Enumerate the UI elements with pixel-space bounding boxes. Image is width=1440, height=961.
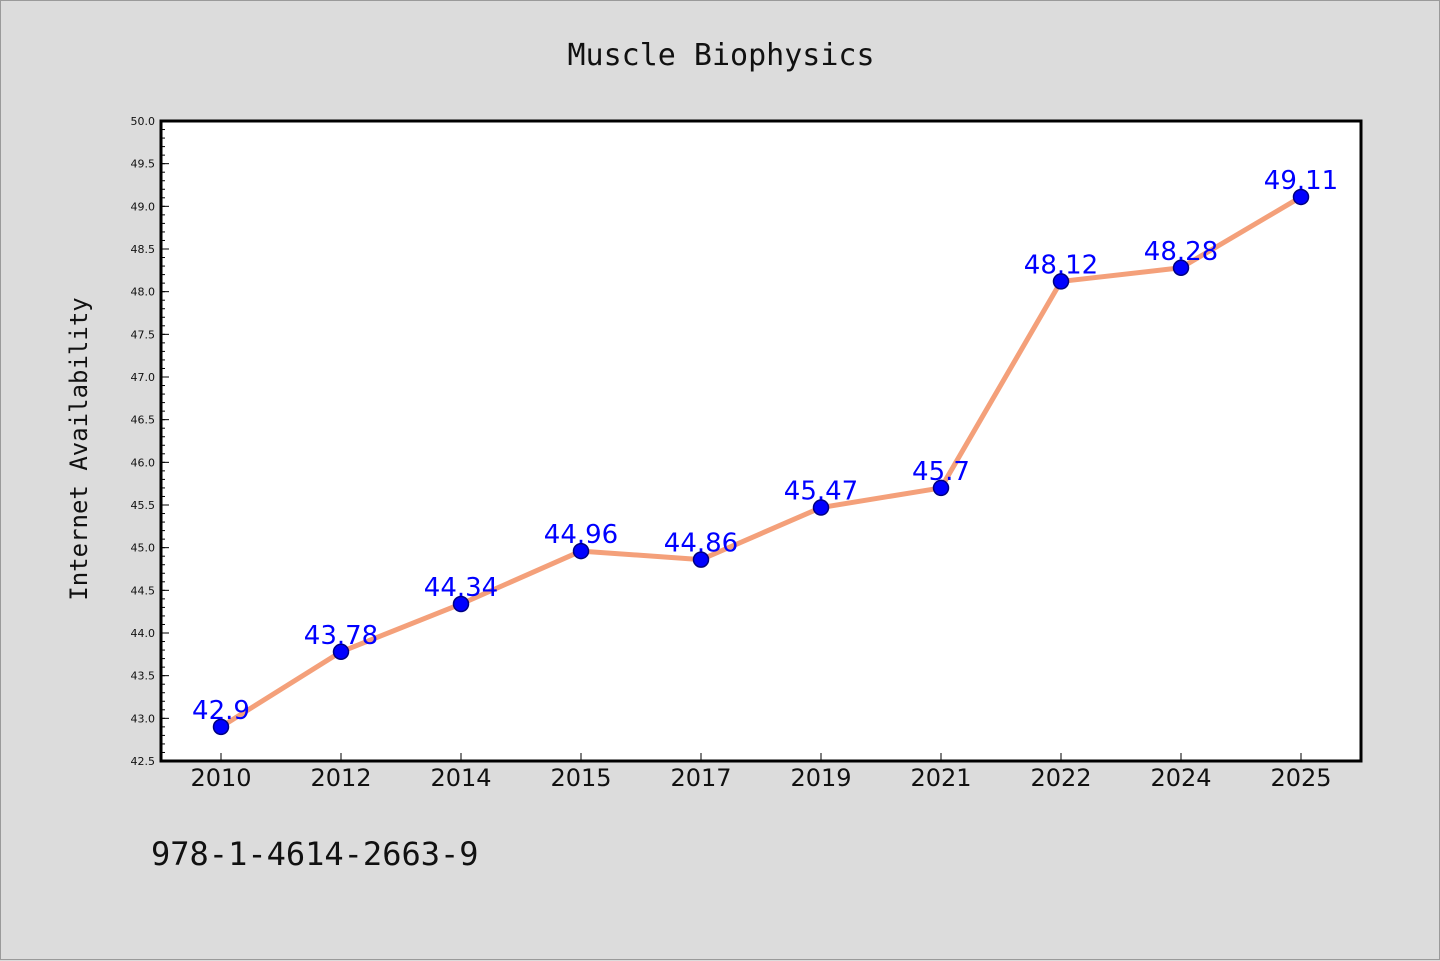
data-label: 44.86 [664,529,738,559]
y-tick-label: 44.0 [131,627,156,640]
data-point-marker [1052,273,1070,290]
x-tick-label: 2022 [1030,764,1091,792]
y-tick-label: 49.0 [131,200,156,213]
y-tick-label: 43.5 [131,670,156,683]
data-point-marker [1172,259,1190,277]
data-labels-layer: 42.9 43.78 44.34 44.96 44.86 45.47 45.7 48.12 48… [192,166,1338,726]
data-label: 48.28 [1144,237,1218,267]
x-tick-label: 2017 [670,764,731,792]
y-tick-label: 47.0 [131,371,156,384]
series-layer [212,188,1310,736]
x-tick-label: 2010 [190,764,251,792]
series-line [218,194,1304,730]
data-point-marker [212,718,230,736]
y-tick-label: 45.5 [131,499,156,512]
x-tick-label: 2015 [550,764,611,792]
x-axis: 2010 2012 2014 2015 2017 2019 2021 2022 2024 2025 [190,753,1332,792]
y-axis-label: Internet Availability [65,297,93,600]
data-point-marker [332,643,350,661]
x-tick-label: 2012 [310,764,371,792]
y-tick-label: 47.5 [131,328,156,341]
data-label: 42.9 [192,696,250,726]
y-tick-label: 49.5 [131,158,156,171]
y-tick-label: 46.5 [131,414,156,427]
x-tick-label: 2021 [910,764,971,792]
isbn-footer: 978-1-4614-2663-9 [151,835,479,873]
y-tick-label: 50.0 [131,115,156,128]
data-label: 45.47 [784,477,858,507]
x-tick-label: 2014 [430,764,491,792]
x-tick-label: 2025 [1270,764,1331,792]
y-tick-label: 44.5 [131,584,156,597]
data-label: 44.34 [424,573,498,603]
y-tick-label: 42.5 [131,755,156,768]
y-tick-label: 45.0 [131,542,156,555]
data-point-marker [812,499,830,516]
data-point-marker [572,542,590,560]
data-label: 44.96 [544,520,618,550]
plot-area [159,119,1363,763]
y-tick-label: 48.0 [131,286,156,299]
y-tick-label: 43.0 [131,712,156,725]
chart-title: Muscle Biophysics [567,38,874,73]
data-label: 49.11 [1264,166,1338,196]
data-point-marker [692,551,710,568]
y-tick-label: 46.0 [131,456,156,469]
data-label: 45.7 [912,457,970,487]
data-point-marker [932,479,950,497]
y-axis: 42.5 43.0 43.5 44.0 44.5 45.0 45.5 46.0 46.5 47.0… [131,115,169,768]
x-tick-label: 2024 [1150,764,1211,792]
data-point-marker [452,595,470,613]
y-tick-label: 48.5 [131,243,156,256]
data-label: 43.78 [304,621,378,651]
x-tick-label: 2019 [790,764,851,792]
data-label: 48.12 [1024,250,1098,280]
data-point-marker [1292,188,1310,206]
